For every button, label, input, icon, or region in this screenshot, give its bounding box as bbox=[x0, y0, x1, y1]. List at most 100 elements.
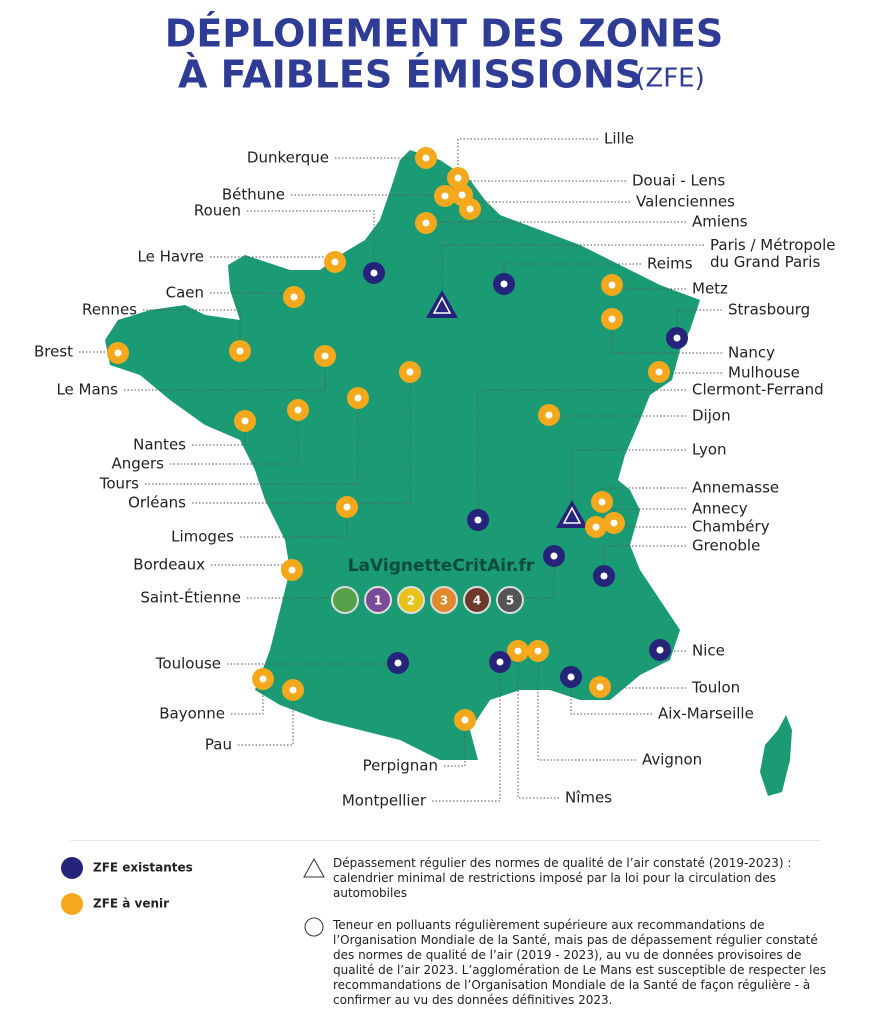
city-label: Limoges bbox=[171, 528, 234, 546]
marker-center bbox=[673, 334, 681, 342]
city-label: Pau bbox=[205, 736, 232, 754]
marker-center bbox=[514, 647, 522, 655]
legend-dot-existing bbox=[61, 857, 83, 879]
vignette-number: 2 bbox=[407, 594, 415, 608]
city-label: Rennes bbox=[82, 301, 137, 319]
marker-center bbox=[598, 498, 606, 506]
title-suffix: (ZFE) bbox=[635, 64, 704, 94]
leader-line bbox=[143, 309, 241, 351]
marker-center bbox=[114, 349, 122, 357]
marker-center bbox=[474, 516, 482, 524]
marker-center bbox=[458, 191, 466, 199]
city-label: Avignon bbox=[642, 751, 702, 769]
marker-center bbox=[354, 394, 362, 402]
city-label: Nîmes bbox=[565, 789, 612, 807]
leader-line bbox=[231, 679, 264, 715]
city-label: Douai - Lens bbox=[632, 172, 725, 190]
city-label: Saint-Étienne bbox=[140, 588, 241, 607]
vignette-number: 4 bbox=[473, 594, 481, 608]
city-label: Bordeaux bbox=[133, 556, 205, 574]
marker-center bbox=[592, 523, 600, 531]
city-label: Dijon bbox=[692, 407, 731, 425]
vignette bbox=[430, 586, 458, 614]
marker-triangle bbox=[556, 500, 588, 528]
title-line2: À FAIBLES ÉMISSIONS bbox=[178, 53, 642, 97]
city-label: Metz bbox=[692, 280, 728, 298]
marker-center bbox=[422, 154, 430, 162]
marker-center bbox=[461, 716, 469, 724]
marker-center bbox=[288, 566, 296, 574]
legend-circle bbox=[304, 917, 324, 937]
leader-line bbox=[192, 421, 246, 446]
marker-center bbox=[500, 280, 508, 288]
marker-center bbox=[608, 281, 616, 289]
marker-center bbox=[394, 659, 402, 667]
city-label: Reims bbox=[647, 255, 693, 273]
vignette bbox=[496, 586, 524, 614]
marker-center bbox=[289, 686, 297, 694]
leader-line bbox=[503, 263, 641, 284]
vignette-number: 5 bbox=[506, 594, 514, 608]
vignette-number: 1 bbox=[374, 594, 382, 608]
marker-center bbox=[259, 675, 267, 683]
city-label: Angers bbox=[112, 455, 165, 473]
city-label: Lille bbox=[604, 130, 634, 148]
city-label: Chambéry bbox=[692, 518, 770, 536]
leader-line bbox=[599, 687, 686, 689]
city-label: Valenciennes bbox=[636, 193, 735, 211]
marker-center bbox=[466, 205, 474, 213]
marker-center bbox=[610, 519, 618, 527]
marker-center bbox=[608, 315, 616, 323]
marker-center bbox=[441, 192, 449, 200]
marker-center bbox=[241, 417, 249, 425]
city-label: Tours bbox=[99, 475, 139, 493]
vignette bbox=[397, 586, 425, 614]
city-label: Amiens bbox=[692, 213, 748, 231]
city-label: Aix-Marseille bbox=[658, 705, 754, 723]
city-label: Montpellier bbox=[342, 792, 427, 810]
leader-line bbox=[477, 389, 686, 520]
city-label: Rouen bbox=[194, 202, 241, 220]
city-label: Caen bbox=[166, 284, 204, 302]
city-label: Orléans bbox=[128, 494, 186, 512]
city-label: Annemasse bbox=[692, 479, 779, 497]
leader-line bbox=[611, 319, 722, 354]
marker-triangle-inner bbox=[562, 506, 582, 524]
watermark: LaVignetteCritAir.fr bbox=[348, 556, 535, 576]
leader-line bbox=[457, 138, 598, 178]
city-label: Dunkerque bbox=[247, 149, 329, 167]
city-label: Annecy bbox=[692, 500, 748, 518]
marker-center bbox=[294, 406, 302, 414]
legend-existing: ZFE existantes bbox=[93, 861, 193, 875]
marker-center bbox=[331, 258, 339, 266]
leader-line bbox=[210, 256, 336, 262]
city-label: Lyon bbox=[692, 441, 727, 459]
leader-line bbox=[537, 651, 636, 761]
city-label: Nantes bbox=[133, 436, 186, 454]
marker-center bbox=[567, 673, 575, 681]
marker-center bbox=[290, 293, 298, 301]
leader-line bbox=[461, 180, 626, 195]
leader-line bbox=[469, 201, 630, 209]
marker-center bbox=[236, 347, 244, 355]
vignette-number: 3 bbox=[440, 594, 448, 608]
marker-triangle-inner bbox=[432, 296, 452, 314]
vignette bbox=[331, 586, 359, 614]
city-label: Grenoble bbox=[692, 537, 760, 555]
legend: ZFE existantes ZFE à venir bbox=[61, 840, 820, 937]
vignette bbox=[364, 586, 392, 614]
marker-center bbox=[656, 646, 664, 654]
leader-line bbox=[211, 564, 293, 570]
title-line1: DÉPLOIEMENT DES ZONES bbox=[165, 12, 723, 56]
legend-upcoming: ZFE à venir bbox=[93, 897, 169, 911]
legend-triangle bbox=[303, 857, 325, 878]
leader-line bbox=[570, 677, 652, 715]
marker-center bbox=[343, 503, 351, 511]
city-label: Nice bbox=[692, 642, 725, 660]
leader-line bbox=[145, 398, 359, 485]
leader-line bbox=[432, 662, 501, 802]
marker-center bbox=[545, 411, 553, 419]
city-label: Strasbourg bbox=[728, 301, 810, 319]
city-label-line: Paris / Métropole bbox=[710, 236, 835, 254]
marker-center bbox=[454, 174, 462, 182]
